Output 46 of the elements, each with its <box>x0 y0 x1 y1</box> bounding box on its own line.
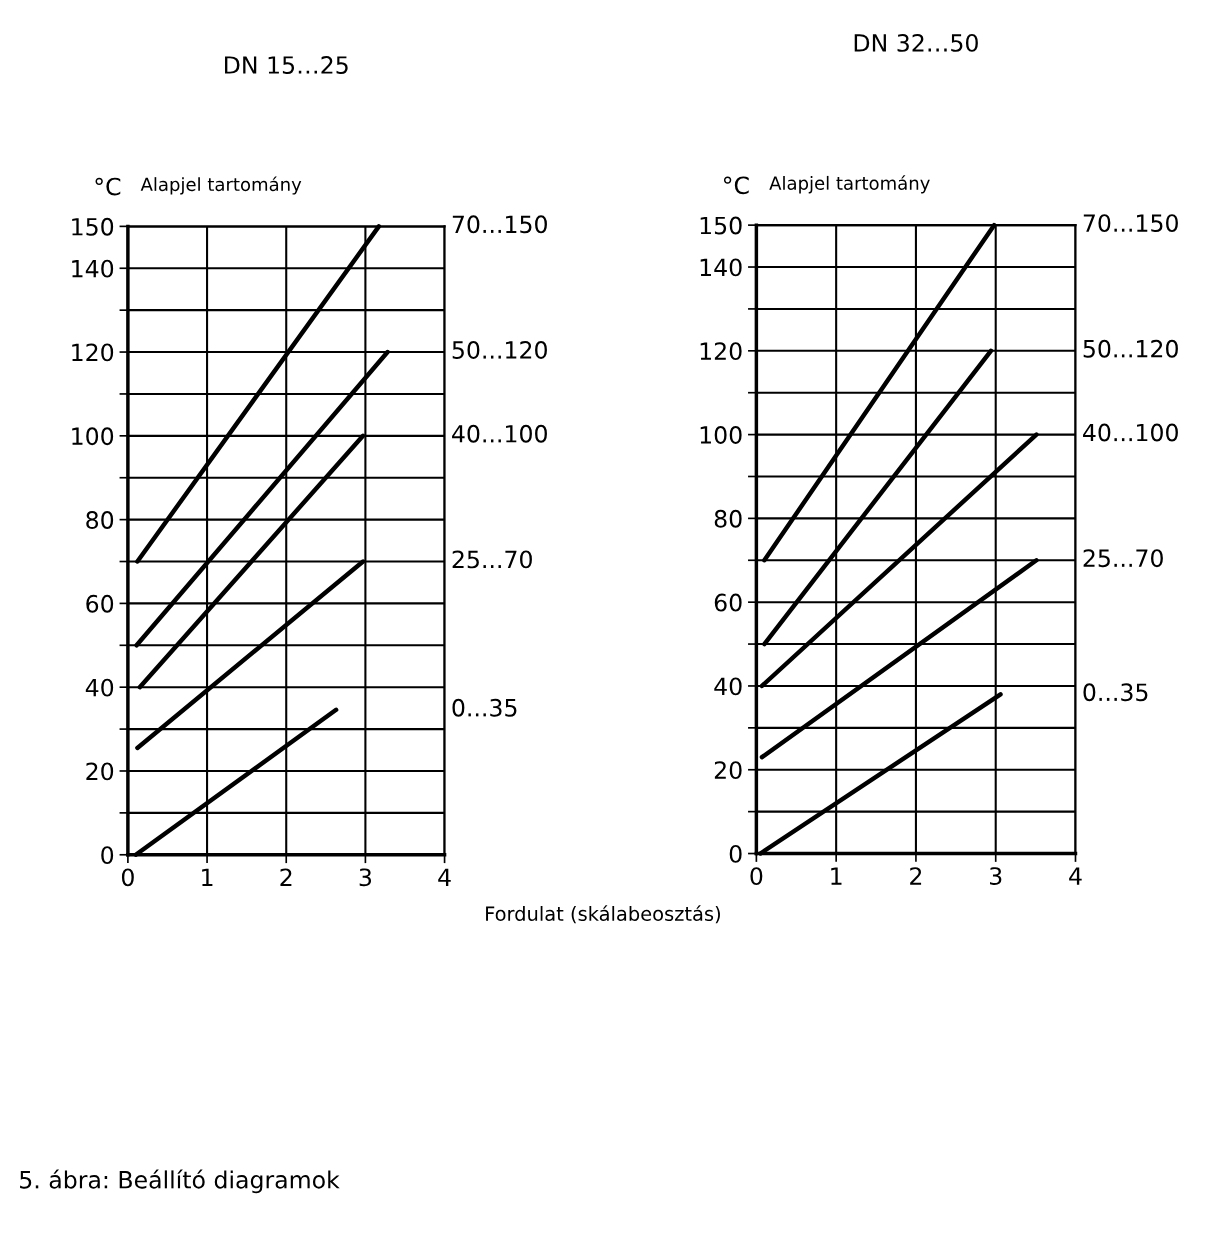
y-axis-title: °C <box>95 177 121 196</box>
y-tick-label: 140 <box>72 259 114 278</box>
x-tick-label: 3 <box>990 867 1002 885</box>
chart-title: DN 32…50 <box>854 34 978 52</box>
text: 50...120 <box>1083 339 1178 358</box>
text: 5. ábra: Beállító diagramok <box>20 1169 340 1194</box>
text: 70...150 <box>1083 214 1178 232</box>
y-tick-label: 120 <box>700 342 742 361</box>
text: 40...100 <box>452 424 547 443</box>
text: 0...35 <box>452 698 517 717</box>
y-tick-label: 140 <box>700 258 742 277</box>
series-label: 40...100 <box>1083 423 1178 442</box>
x-axis-title: Fordulat (skálabeosztás) <box>486 905 720 924</box>
text: 70...150 <box>452 215 547 234</box>
x-tick-label: 1 <box>831 867 842 885</box>
y-tick-label: 0 <box>101 846 114 865</box>
x-tick-label: 2 <box>910 867 922 885</box>
x-tick-label: 0 <box>121 868 134 887</box>
y-tick-label: 120 <box>72 343 114 362</box>
y-tick-label: 40 <box>85 678 114 697</box>
chart-title: DN 15…25 <box>225 56 348 74</box>
x-tick-label: 3 <box>359 868 372 887</box>
text: 0...35 <box>1083 683 1148 702</box>
text: Alapjel tartomány <box>140 176 302 195</box>
y-tick-label: 100 <box>700 426 742 444</box>
y-tick-label: 0 <box>729 844 742 863</box>
y-tick-label: 20 <box>86 762 114 781</box>
y-tick-label: 150 <box>72 217 114 236</box>
x-tick-label: 0 <box>750 867 763 885</box>
text: 25...70 <box>1083 549 1163 568</box>
x-tick-label: 4 <box>1069 867 1082 885</box>
text: 50...120 <box>452 341 547 359</box>
y-tick-label: 80 <box>714 509 742 528</box>
y-tick-label: 60 <box>86 594 114 613</box>
x-tick-label: 1 <box>202 868 213 886</box>
y-tick-label: 100 <box>72 427 114 446</box>
y-tick-label: 60 <box>714 593 742 612</box>
y-tick-label: 150 <box>700 216 742 235</box>
text: Alapjel tartomány <box>769 175 930 194</box>
x-tick-label: 4 <box>438 868 451 886</box>
text: 25...70 <box>452 550 532 569</box>
y-tick-label: 20 <box>714 761 742 780</box>
y-tick-label: 80 <box>86 511 114 529</box>
y-axis-title: °C <box>723 176 749 195</box>
y-tick-label: 40 <box>714 677 742 696</box>
x-tick-label: 2 <box>280 868 292 886</box>
